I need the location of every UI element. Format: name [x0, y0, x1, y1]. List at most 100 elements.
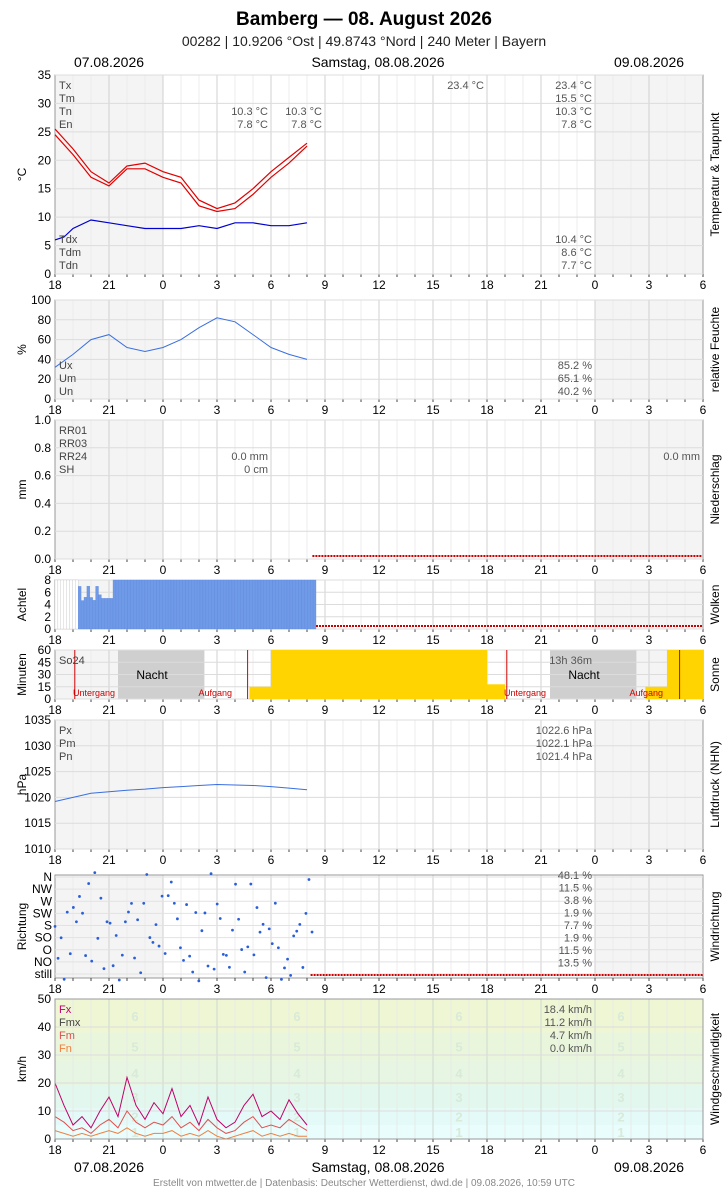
direction-point: [252, 953, 256, 957]
cloud-bar: [228, 579, 233, 630]
panel-wind_speed: 18 21 0 3 6 9 12 15 18 21 0 3 6km/h Windgeschwindigke…: [15, 992, 722, 1157]
missing-dot: [472, 625, 474, 627]
missing-dot: [412, 974, 415, 976]
missing-dot: [442, 625, 444, 627]
missing-dot: [661, 974, 664, 976]
x-tick-label: 18: [480, 403, 494, 417]
cloud-bar: [298, 579, 302, 630]
missing-dot: [367, 625, 369, 627]
missing-dot: [669, 555, 672, 557]
summary-value: 13.5 %: [558, 958, 592, 970]
missing-dot: [439, 625, 441, 627]
cloud-bar: [165, 579, 169, 630]
missing-dot: [628, 625, 630, 627]
panel-humidity: 18 21 0 3 6 9 12 15 18 21 0 3 6% relative Feuchte 0 20 4…: [15, 293, 722, 417]
missing-dot: [373, 625, 375, 627]
summary-value: 15.5 °C: [555, 93, 592, 105]
missing-dot: [648, 555, 651, 557]
direction-point: [108, 921, 112, 925]
missing-dot: [426, 555, 429, 557]
cloud-bar: [112, 579, 117, 630]
missing-dot: [661, 625, 663, 627]
missing-dot: [478, 974, 481, 976]
cloud-bar: [136, 579, 140, 630]
x-tick-label: 3: [646, 853, 653, 867]
y-tick-label: 40: [38, 1020, 52, 1034]
x-tick-label: 18: [48, 278, 62, 292]
missing-dot: [504, 555, 507, 557]
missing-dot: [486, 555, 489, 557]
missing-dot: [622, 974, 625, 976]
missing-dot: [466, 974, 469, 976]
missing-dot: [577, 974, 580, 976]
direction-point: [246, 945, 250, 949]
x-tick-label: 6: [268, 703, 275, 717]
summary-value: 7.8 °C: [561, 119, 592, 131]
y-tick-label: 1035: [24, 713, 51, 727]
missing-dot: [583, 625, 585, 627]
missing-dot: [337, 625, 339, 627]
missing-dot: [405, 555, 408, 557]
direction-point: [154, 923, 158, 927]
x-tick-label: 21: [102, 853, 116, 867]
missing-dot: [451, 625, 453, 627]
missing-dot: [501, 555, 504, 557]
missing-dot: [499, 625, 501, 627]
missing-dot: [637, 625, 639, 627]
missing-dot: [348, 555, 351, 557]
missing-dot: [643, 974, 646, 976]
missing-dot: [391, 625, 393, 627]
missing-dot: [468, 555, 471, 557]
missing-dot: [394, 974, 397, 976]
panel-temperature: 18 21 0 3 6 9 12 15 18 21 0 3 6 °C Temperatur & Taupun…: [15, 68, 722, 292]
missing-dot: [324, 555, 327, 557]
missing-dot: [688, 974, 691, 976]
missing-dot: [547, 974, 550, 976]
cloud-bar: [260, 579, 264, 630]
summary-value: 3.8 %: [564, 895, 592, 907]
series-Tn: [54, 134, 308, 213]
direction-point: [280, 977, 283, 981]
missing-dot: [340, 625, 342, 627]
cloud-bar: [101, 598, 105, 630]
x-tick-label: 6: [700, 703, 707, 717]
legend-label: Fn: [59, 1043, 72, 1055]
cloud-bar: [304, 579, 308, 630]
direction-point: [267, 927, 271, 931]
y-axis-label: Richtung: [15, 903, 29, 950]
beaufort-number: 5: [131, 1040, 138, 1055]
missing-dot: [322, 974, 325, 976]
legend-label: Fm: [59, 1030, 75, 1042]
missing-dot: [454, 974, 457, 976]
cloud-bar: [266, 579, 270, 630]
cloud-bar: [286, 579, 291, 630]
legend-label: Tm: [59, 93, 75, 105]
beaufort-number: 2: [617, 1110, 624, 1125]
missing-dot: [487, 974, 490, 976]
y-tick-label: still: [35, 967, 52, 981]
missing-dot: [634, 974, 637, 976]
missing-dot: [354, 555, 357, 557]
x-tick-label: 3: [646, 278, 653, 292]
missing-dot: [406, 974, 409, 976]
direction-point: [62, 977, 66, 981]
missing-dot: [622, 625, 624, 627]
y-tick-label: NO: [34, 955, 52, 969]
missing-dot: [445, 974, 448, 976]
summary-value: 7.7 °C: [561, 260, 592, 272]
missing-dot: [432, 555, 435, 557]
missing-dot: [484, 625, 486, 627]
cloud-bar: [159, 579, 163, 630]
x-tick-label: 0: [592, 982, 599, 996]
y-tick-label: 0.4: [34, 496, 51, 510]
missing-dot: [343, 974, 346, 976]
missing-dot: [333, 555, 336, 557]
missing-dot: [646, 625, 648, 627]
missing-dot: [477, 555, 480, 557]
missing-dot: [673, 974, 676, 976]
missing-dot: [330, 555, 333, 557]
x-tick-label: 9: [322, 563, 329, 577]
beaufort-number: 5: [617, 1040, 624, 1055]
cloud-bar: [191, 579, 195, 630]
